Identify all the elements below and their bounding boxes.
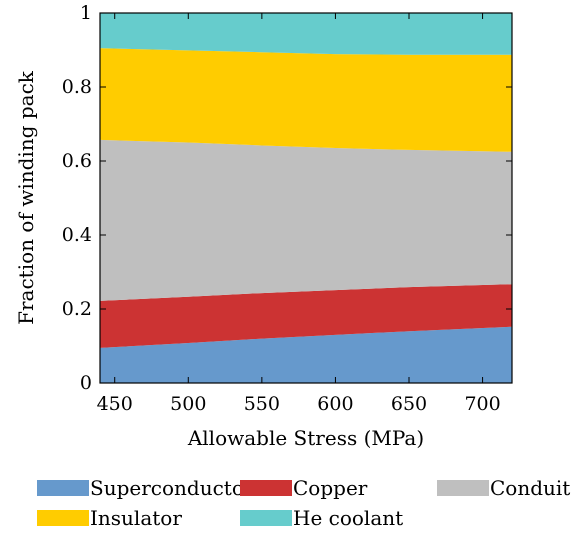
plot-frame xyxy=(99,12,513,384)
x-tick-label: 500 xyxy=(170,393,206,415)
x-axis: 450 500 550 600 650 700 xyxy=(97,13,501,415)
y-tick-label: 0.6 xyxy=(62,150,92,172)
area-conduit xyxy=(100,139,512,301)
x-axis-title: Allowable Stress (MPa) xyxy=(187,426,424,450)
legend-label-copper: Copper xyxy=(293,476,368,500)
y-tick-label: 0.2 xyxy=(62,298,92,320)
x-tick-label: 700 xyxy=(464,393,500,415)
legend-label-he-coolant: He coolant xyxy=(293,506,403,530)
x-tick-label: 600 xyxy=(317,393,353,415)
y-tick-label: 1 xyxy=(80,2,92,24)
y-tick-label: 0.4 xyxy=(62,224,92,246)
legend-swatch-insulator xyxy=(37,510,89,526)
legend-swatch-copper xyxy=(240,480,292,496)
x-tick-label: 550 xyxy=(244,393,280,415)
y-tick-label: 0.8 xyxy=(62,76,92,98)
legend-label-conduit: Conduit xyxy=(490,476,570,500)
legend-label-superconductor: Superconductor xyxy=(90,476,254,500)
area-superconductor xyxy=(100,326,512,383)
y-axis: 0 0.2 0.4 0.6 0.8 1 xyxy=(62,2,512,394)
y-tick-label: 0 xyxy=(80,372,92,394)
area-insulator xyxy=(100,48,512,152)
area-he-coolant xyxy=(100,13,512,55)
area-series-group xyxy=(100,13,512,383)
legend-swatch-he-coolant xyxy=(240,510,292,526)
legend-swatch-superconductor xyxy=(37,480,89,496)
legend-swatch-conduit xyxy=(437,480,489,496)
y-axis-title: Fraction of winding pack xyxy=(14,70,38,325)
legend-label-insulator: Insulator xyxy=(90,506,182,530)
x-tick-label: 450 xyxy=(97,393,133,415)
legend: Superconductor Copper Conduit Insulator He c… xyxy=(37,476,570,530)
x-tick-label: 650 xyxy=(391,393,427,415)
area-copper xyxy=(100,284,512,348)
